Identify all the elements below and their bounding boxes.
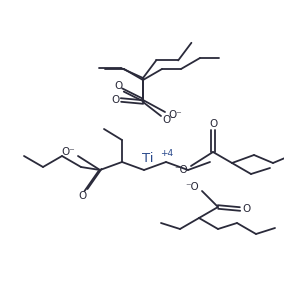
Text: O: O <box>78 191 86 201</box>
Text: O⁻: O⁻ <box>162 115 176 125</box>
Text: O⁻: O⁻ <box>61 147 75 157</box>
Text: O⁻: O⁻ <box>168 110 182 120</box>
Text: O: O <box>242 204 250 214</box>
Text: ⁻O: ⁻O <box>185 182 199 192</box>
Text: O: O <box>111 95 119 105</box>
Text: O: O <box>209 119 217 129</box>
Text: O: O <box>114 81 122 91</box>
Text: +4: +4 <box>160 149 173 158</box>
Text: Ti: Ti <box>142 151 154 164</box>
Text: ⁻O: ⁻O <box>174 165 188 175</box>
